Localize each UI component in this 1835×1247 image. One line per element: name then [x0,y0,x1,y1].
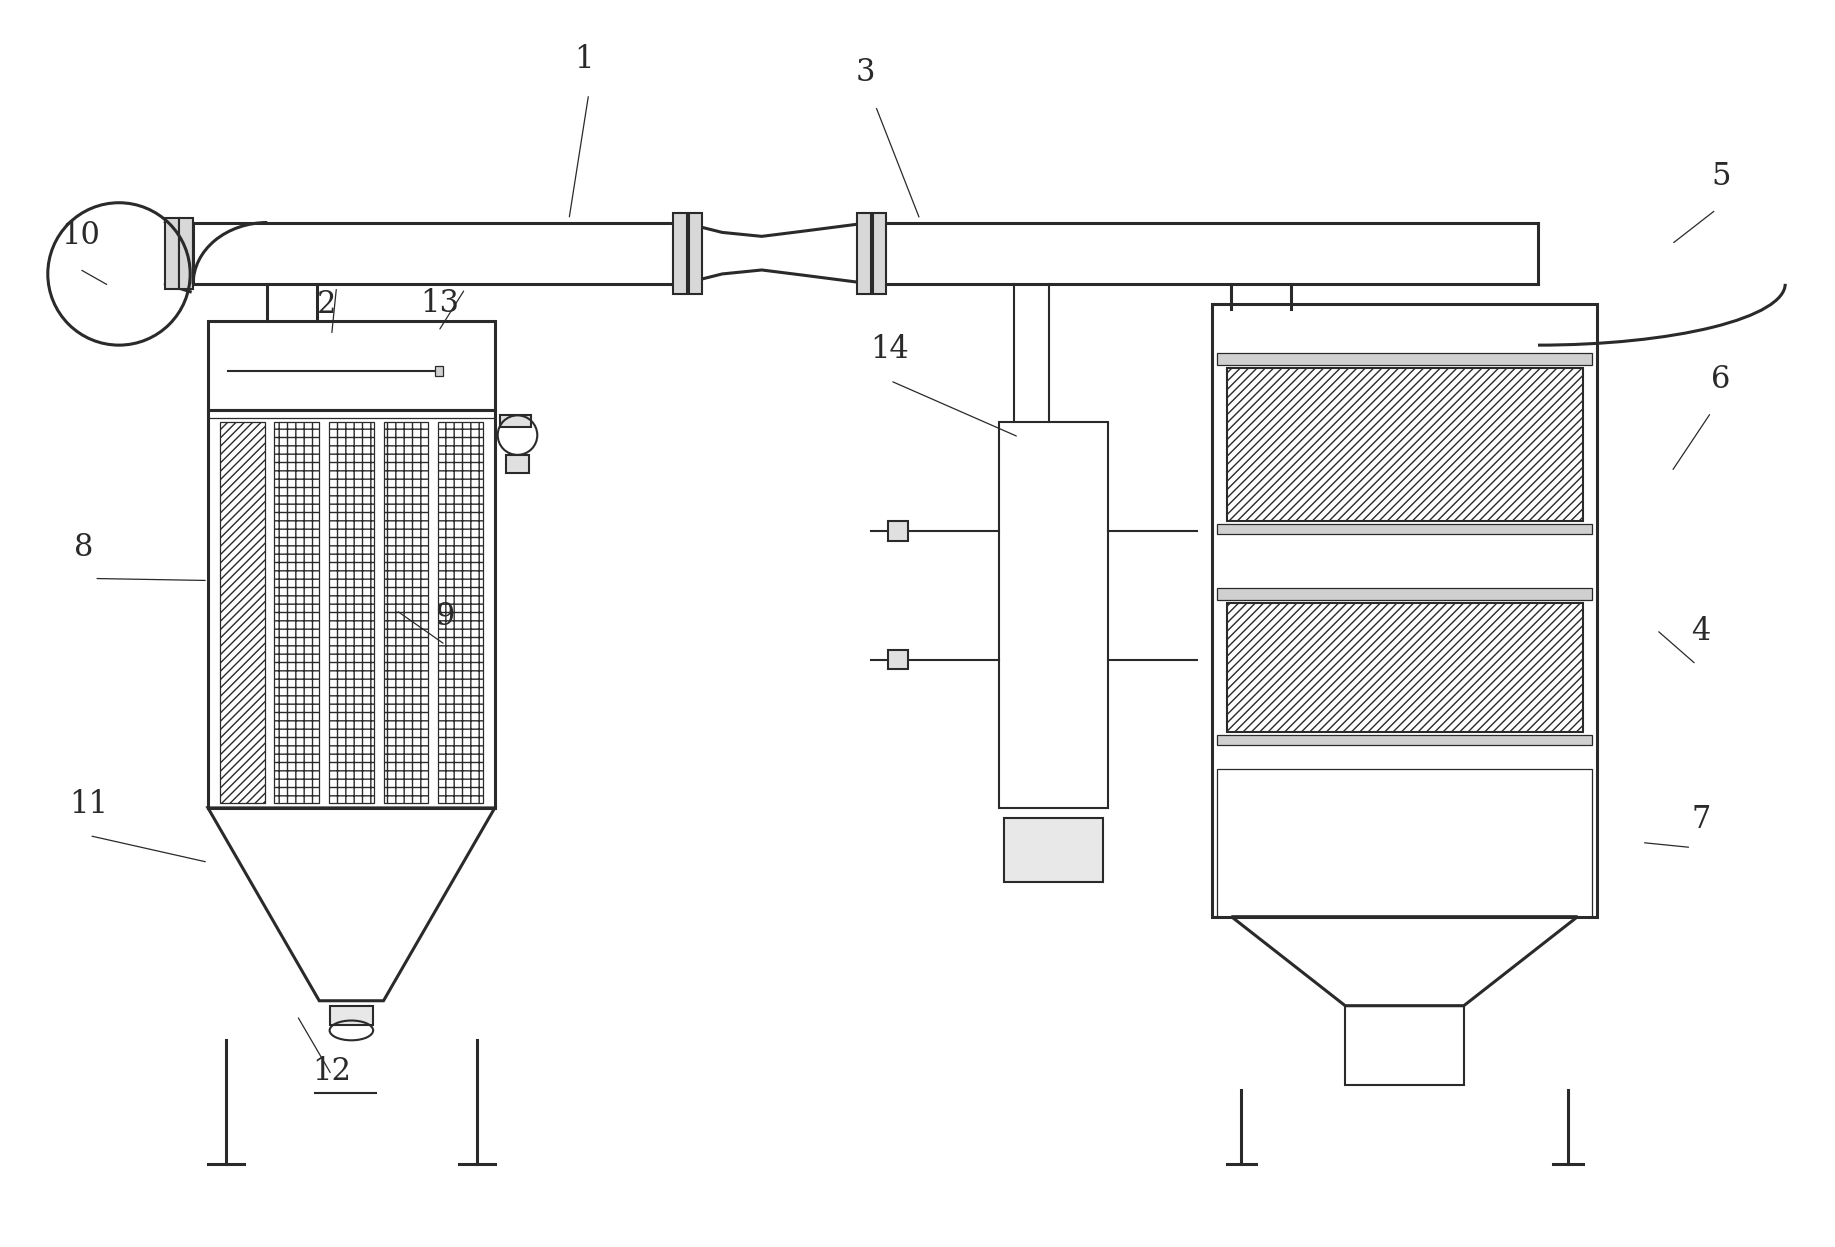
Bar [1004,818,1103,882]
Bar [220,423,264,803]
Bar [872,213,886,294]
Text: 6: 6 [1710,364,1730,394]
Bar [1226,604,1582,732]
Bar [1226,368,1582,521]
Bar [275,423,319,803]
Text: 2: 2 [317,289,336,320]
Text: 9: 9 [435,601,455,632]
Bar [207,410,495,808]
Bar [165,217,180,289]
Text: 1: 1 [574,44,593,75]
Bar [1217,769,1593,917]
Bar [499,415,532,428]
Text: 4: 4 [1692,616,1710,647]
Bar [888,521,908,541]
Bar [435,365,444,375]
Bar [1217,734,1593,744]
Bar [1211,303,1596,917]
Bar [1217,353,1593,365]
Bar [888,650,908,670]
Bar [328,423,374,803]
Bar [857,213,870,294]
Text: 13: 13 [420,288,459,318]
Bar [180,217,193,289]
Text: 5: 5 [1710,161,1730,192]
Text: 3: 3 [855,57,875,89]
Bar [1345,1005,1464,1085]
Text: 11: 11 [70,789,108,819]
Bar [207,322,495,410]
Bar [384,423,428,803]
Text: 12: 12 [312,1056,350,1087]
Text: 14: 14 [870,334,910,365]
Text: 8: 8 [75,531,94,562]
Bar [506,455,528,473]
Bar [673,213,686,294]
Text: 10: 10 [62,221,101,252]
Bar [688,213,703,294]
Bar [439,423,483,803]
Text: 7: 7 [1692,804,1710,834]
Bar [1217,524,1593,534]
Bar [1217,589,1593,600]
Bar [330,1005,373,1025]
Bar [998,423,1108,808]
